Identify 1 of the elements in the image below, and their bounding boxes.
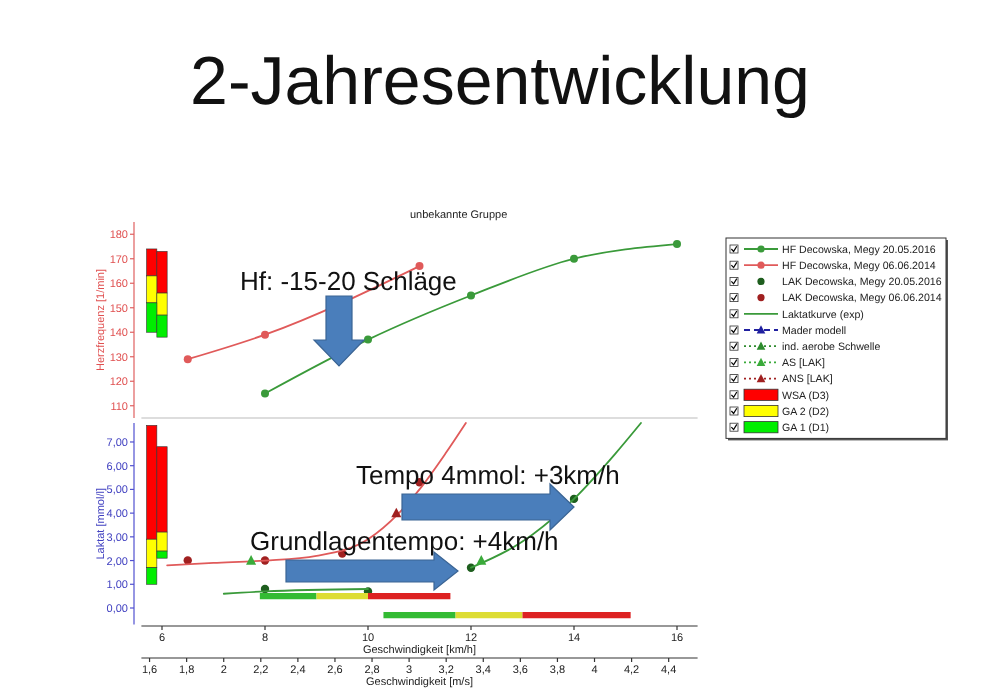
chart-title: 2-Jahresentwicklung <box>190 44 810 120</box>
